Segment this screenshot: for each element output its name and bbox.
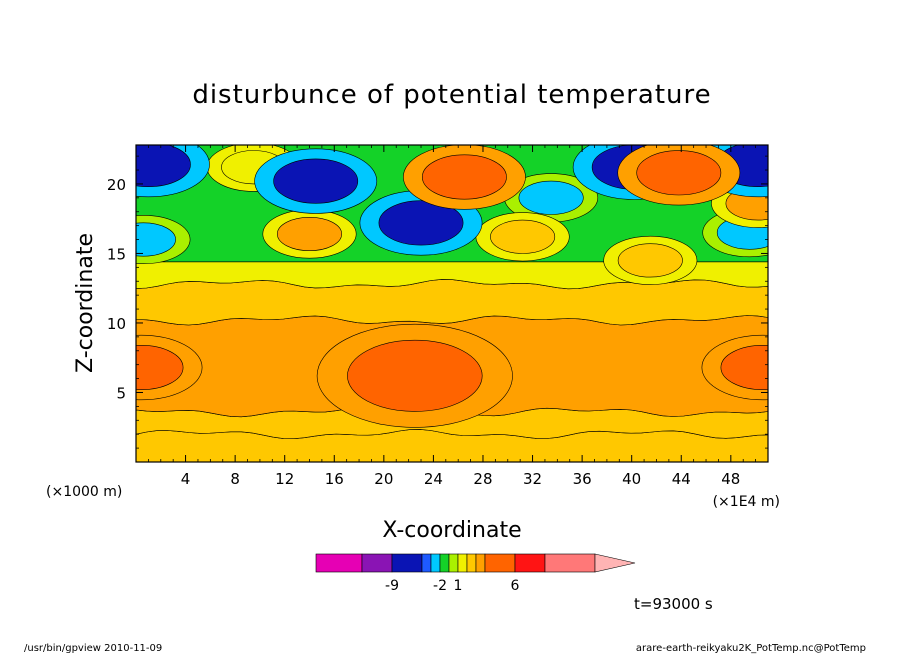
x-tick-label-4: 20: [374, 470, 393, 488]
colorbar-swatch-7: [457, 553, 468, 573]
contour-feature-16: [421, 154, 507, 200]
y-tick-label-2: 15: [107, 245, 126, 263]
x-unit-right: (×1E4 m): [713, 494, 780, 510]
colorbar-tick-label-3: 6: [511, 578, 520, 594]
colorbar-swatch-5: [439, 553, 450, 573]
x-unit-left: (×1000 m): [46, 484, 122, 500]
x-tick-label-9: 40: [622, 470, 641, 488]
y-axis-label: Z-coordinate: [73, 233, 98, 373]
colorbar: -9 -2 1 6: [315, 553, 636, 594]
contour-feature-17: [636, 150, 722, 196]
contour-feature-12: [136, 145, 191, 187]
contour-feature-1: [518, 180, 584, 215]
chart-title: disturbunce of potential temperature: [192, 80, 711, 110]
colorbar-swatch-6: [448, 553, 459, 573]
contour-feature-8: [347, 339, 483, 412]
contour-feature-2: [136, 222, 176, 257]
time-label: t=93000 s: [634, 595, 713, 613]
y-tick-label-1: 10: [107, 315, 126, 333]
x-tick-label-2: 12: [275, 470, 294, 488]
colorbar-swatch-0: [315, 553, 363, 573]
contour-features: [136, 145, 768, 428]
x-tick-label-6: 28: [473, 470, 492, 488]
x-tick-label-0: 4: [181, 470, 191, 488]
colorbar-swatch-8: [466, 553, 477, 573]
colorbar-swatch-10: [484, 553, 516, 573]
x-tick-label-1: 8: [230, 470, 240, 488]
contour-feature-6: [276, 217, 342, 252]
x-axis-label: X-coordinate: [382, 518, 521, 543]
x-tick-label-10: 44: [672, 470, 691, 488]
x-tick-label-7: 32: [523, 470, 542, 488]
contour-feature-11: [273, 158, 359, 204]
colorbar-swatch-4: [430, 553, 441, 573]
contour-feature-5: [617, 243, 683, 278]
colorbar-tick-label-1: -2: [433, 578, 447, 594]
x-tick-label-3: 16: [325, 470, 344, 488]
x-tick-label-11: 48: [721, 470, 740, 488]
plot-frame: [135, 144, 769, 463]
contour-feature-10: [720, 345, 768, 390]
colorbar-swatch-2: [391, 553, 423, 573]
y-tick-label-3: 20: [107, 176, 126, 194]
colorbar-tick-label-2: 1: [454, 578, 463, 594]
contour-feature-4: [490, 219, 556, 254]
footer-left: /usr/bin/gpview 2010-11-09: [24, 643, 162, 654]
x-tick-label-8: 36: [573, 470, 592, 488]
colorbar-swatch-3: [421, 553, 432, 573]
x-axis: 4 8 12 16 20 24 28 32 36 40 44 48: [147, 145, 757, 488]
contour-feature-9: [136, 345, 184, 390]
colorbar-swatch-11: [514, 553, 546, 573]
y-tick-label-0: 5: [116, 384, 126, 402]
x-tick-label-5: 24: [424, 470, 443, 488]
colorbar-swatch-1: [361, 553, 393, 573]
colorbar-overflow-arrow: [594, 553, 636, 573]
colorbar-swatch-12: [544, 553, 596, 573]
y-axis: 5 10 15 20: [107, 155, 768, 449]
plot-area: [136, 145, 768, 462]
contour-band-3: [136, 279, 768, 326]
colorbar-tick-label-0: -9: [385, 578, 399, 594]
colorbar-swatch-9: [475, 553, 486, 573]
contour-feature-14: [378, 200, 464, 246]
footer-right: arare-earth-reikyaku2K_PotTemp.nc@PotTem…: [636, 643, 866, 654]
